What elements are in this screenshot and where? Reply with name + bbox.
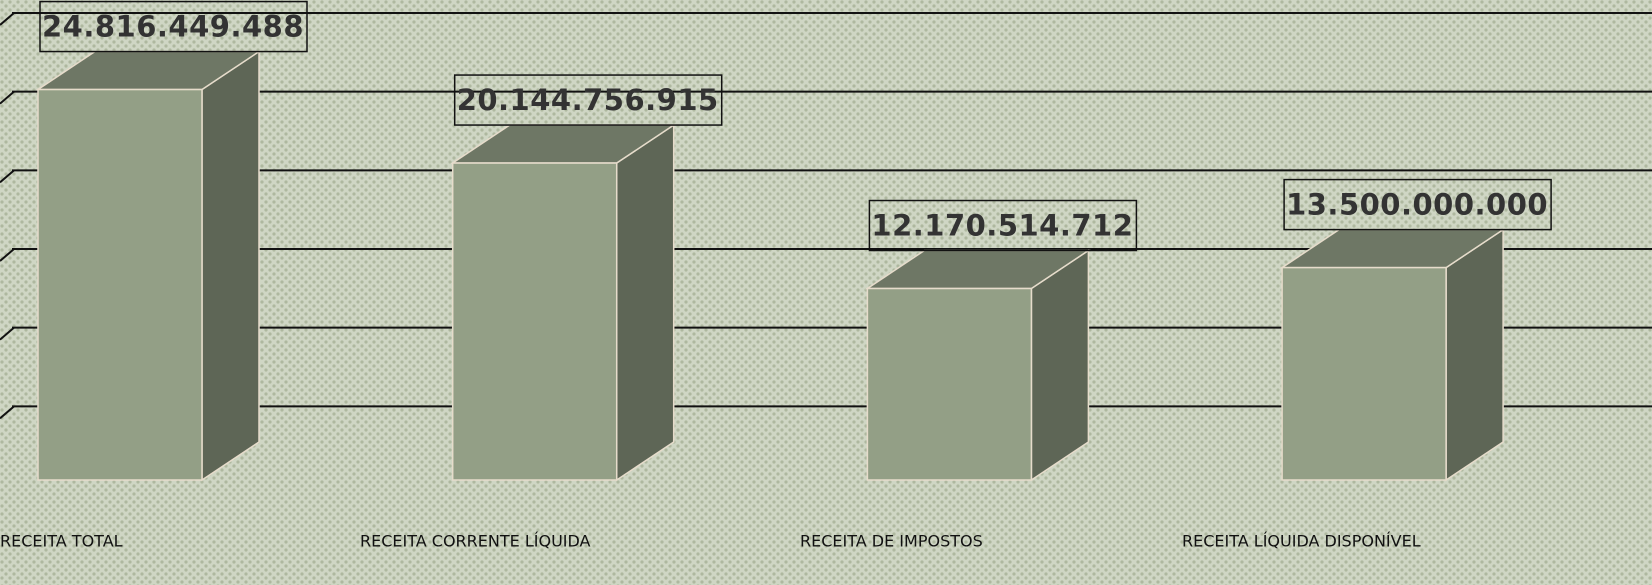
tick-mark: [0, 169, 15, 184]
bar-side: [615, 123, 675, 482]
x-tick-label: RECEITA LÍQUIDA DISPONÍVEL: [1182, 532, 1421, 551]
tick-mark: [0, 12, 15, 26]
tick-mark: [0, 90, 15, 105]
tick-mark: [0, 326, 15, 341]
tick-mark: [0, 405, 15, 420]
bar-side: [201, 50, 260, 482]
value-label-box: [453, 74, 723, 126]
bar: [451, 162, 618, 481]
value-label: 12.170.514.712: [871, 209, 1133, 243]
tick-mark: [0, 248, 15, 262]
value-label-box: [39, 0, 308, 53]
bar: [866, 287, 1033, 481]
value-label: 24.816.449.488: [42, 10, 304, 44]
bar: [37, 88, 203, 481]
value-label: 20.144.756.915: [457, 83, 719, 117]
x-tick-label: RECEITA TOTAL: [0, 532, 123, 551]
value-label-box: [1283, 178, 1552, 231]
bar-side: [1445, 228, 1504, 482]
bar-side: [1030, 249, 1090, 482]
x-tick-label: RECEITA DE IMPOSTOS: [800, 532, 983, 551]
bar: [1281, 266, 1447, 481]
value-label: 13.500.000.000: [1286, 188, 1548, 222]
x-tick-label: RECEITA CORRENTE LÍQUIDA: [360, 532, 591, 551]
value-label-box: [868, 199, 1138, 252]
